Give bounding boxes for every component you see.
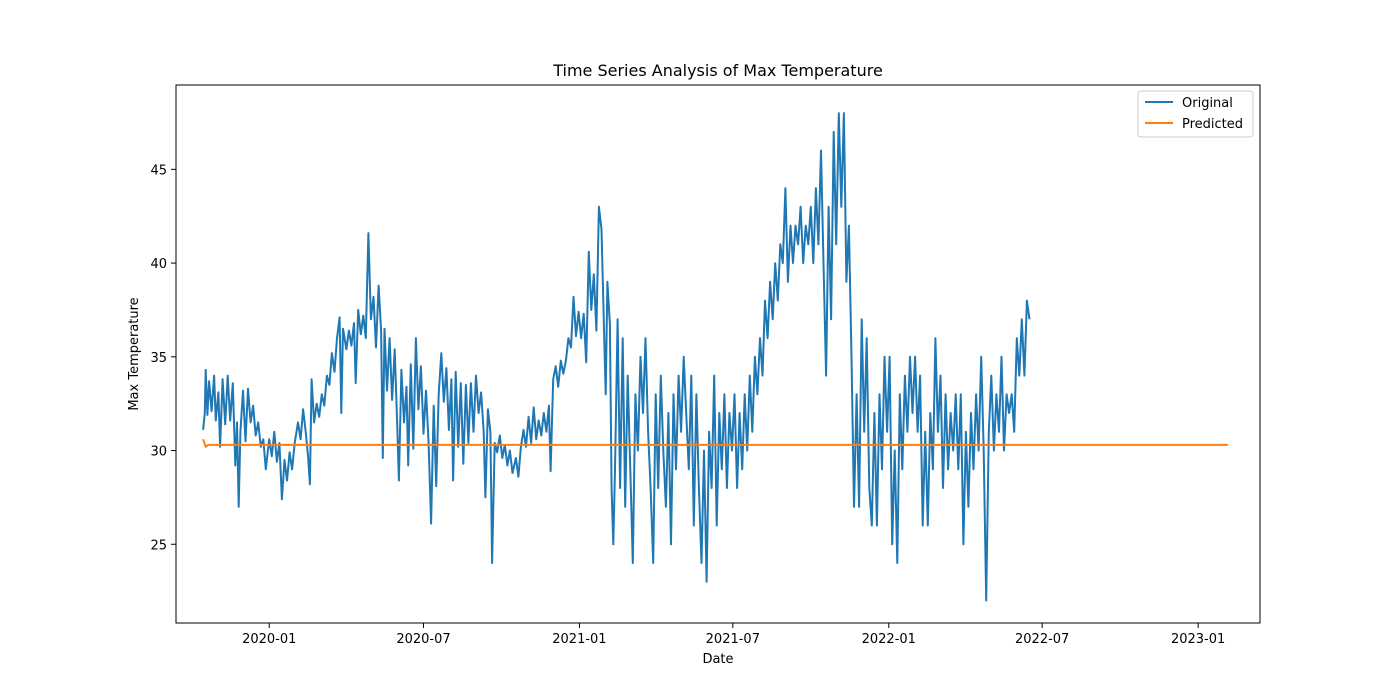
x-axis-title: Date bbox=[702, 652, 733, 667]
x-tick-label: 2021-07 bbox=[706, 632, 760, 647]
plot-area bbox=[202, 112, 1228, 602]
y-axis-title: Max Temperature bbox=[127, 297, 142, 410]
legend: Original Predicted bbox=[1137, 90, 1254, 138]
y-tick-label: 45 bbox=[150, 163, 167, 178]
x-tick-label: 2021-01 bbox=[552, 632, 606, 647]
y-tick-label: 25 bbox=[150, 538, 167, 553]
y-tick-label: 35 bbox=[150, 351, 167, 366]
y-axis: 25 30 35 40 45 bbox=[150, 163, 176, 553]
x-tick-label: 2022-01 bbox=[862, 632, 916, 647]
axes-frame bbox=[175, 84, 1261, 624]
series-line-predicted bbox=[202, 438, 1228, 448]
x-tick-label: 2020-01 bbox=[242, 632, 296, 647]
x-tick-label: 2023-01 bbox=[1171, 632, 1225, 647]
legend-label-predicted: Predicted bbox=[1182, 117, 1243, 132]
y-tick-label: 40 bbox=[150, 257, 167, 272]
y-tick-label: 30 bbox=[150, 445, 167, 460]
x-axis: 2020-01 2020-07 2021-01 2021-07 2022-01 2022-… bbox=[242, 623, 1225, 647]
x-tick-label: 2020-07 bbox=[396, 632, 450, 647]
chart-title: Time Series Analysis of Max Temperature bbox=[552, 61, 883, 80]
x-tick-label: 2022-07 bbox=[1015, 632, 1069, 647]
series-line-original bbox=[202, 112, 1031, 602]
legend-label-original: Original bbox=[1182, 96, 1233, 111]
